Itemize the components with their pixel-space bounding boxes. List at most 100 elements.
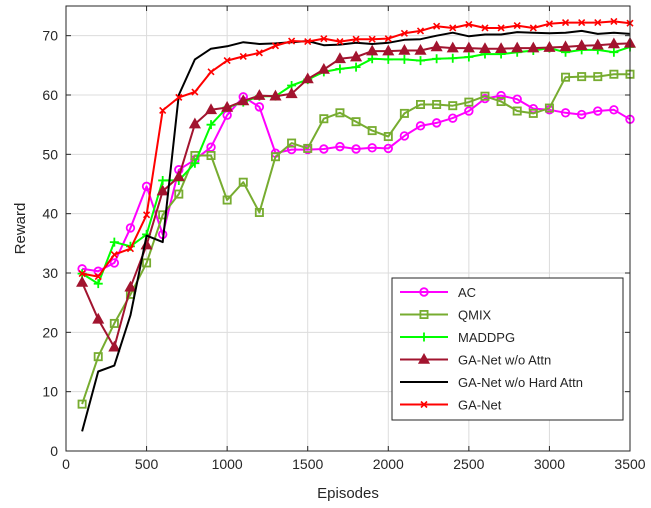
- data-point: [511, 41, 524, 53]
- data-point: [204, 103, 218, 115]
- data-point: [512, 106, 522, 116]
- data-point: [367, 126, 377, 136]
- data-point: [465, 20, 473, 28]
- legend-item: AC: [400, 285, 476, 300]
- data-point: [416, 56, 426, 66]
- data-point: [367, 54, 377, 64]
- data-point: [416, 27, 425, 35]
- data-point: [417, 352, 431, 364]
- data-point: [382, 44, 395, 56]
- legend-label: AC: [458, 285, 476, 300]
- x-tick-label: 3500: [614, 456, 645, 472]
- data-point: [416, 99, 426, 109]
- data-point: [593, 72, 603, 82]
- data-point: [446, 41, 459, 53]
- data-point: [464, 52, 474, 62]
- data-point: [576, 109, 587, 120]
- data-point: [350, 50, 363, 62]
- series-ga-net: [78, 17, 634, 281]
- data-point: [333, 52, 346, 64]
- data-point: [319, 144, 329, 154]
- data-point: [191, 88, 199, 96]
- x-tick-label: 500: [135, 456, 159, 472]
- legend-item: GA-Net: [400, 398, 502, 413]
- series-qmix: [77, 69, 635, 409]
- data-point: [383, 132, 393, 142]
- data-point: [419, 332, 429, 342]
- data-point: [609, 105, 619, 115]
- y-axis-label: Reward: [12, 203, 29, 255]
- x-tick-label: 1500: [292, 456, 323, 472]
- data-point: [432, 54, 442, 64]
- data-point: [351, 62, 361, 72]
- data-point: [304, 38, 312, 46]
- data-point: [432, 99, 442, 109]
- data-point: [610, 17, 618, 25]
- data-point: [158, 175, 168, 185]
- data-point: [561, 19, 570, 27]
- data-point: [384, 35, 392, 43]
- legend-label: GA-Net w/o Attn: [458, 353, 551, 368]
- series-line: [81, 94, 631, 273]
- data-point: [366, 44, 379, 56]
- data-point: [94, 272, 102, 281]
- data-point: [175, 93, 183, 101]
- y-tick-label: 10: [42, 384, 58, 400]
- data-point: [206, 120, 216, 130]
- y-tick-label: 30: [42, 265, 58, 281]
- data-point: [351, 117, 361, 127]
- legend-item: QMIX: [400, 308, 492, 323]
- data-point: [495, 42, 508, 54]
- legend-label: GA-Net: [458, 398, 502, 413]
- data-point: [287, 138, 297, 148]
- data-point: [420, 400, 428, 409]
- series-line: [81, 29, 631, 432]
- data-point: [271, 42, 280, 50]
- data-point: [335, 64, 345, 74]
- data-point: [575, 39, 588, 51]
- data-point: [77, 399, 87, 409]
- data-point: [591, 38, 604, 50]
- y-tick-label: 40: [42, 206, 58, 222]
- data-point: [93, 352, 103, 362]
- data-point: [399, 54, 409, 64]
- data-point: [448, 101, 458, 111]
- data-point: [320, 35, 328, 43]
- data-point: [125, 223, 136, 233]
- data-point: [109, 237, 119, 247]
- series-maddpg: [77, 42, 635, 289]
- y-tick-label: 70: [42, 28, 58, 44]
- data-point: [207, 68, 215, 76]
- data-point: [109, 318, 119, 328]
- data-point: [124, 280, 137, 292]
- data-point: [559, 40, 572, 52]
- y-tick-label: 60: [42, 87, 58, 103]
- data-point: [237, 94, 250, 106]
- data-point: [190, 158, 200, 168]
- data-point: [239, 52, 247, 60]
- data-point: [448, 113, 458, 123]
- data-point: [76, 275, 89, 287]
- data-point: [253, 89, 266, 100]
- legend-label: MADDPG: [458, 330, 515, 345]
- data-point: [174, 189, 184, 199]
- axis-ticks: 0 500 1000 1500 2000 2500 3000 3500 0 10 20 30 40 50 6…: [42, 6, 646, 472]
- data-point: [188, 117, 201, 129]
- data-point: [206, 142, 216, 152]
- data-point: [529, 24, 537, 32]
- data-point: [462, 41, 475, 53]
- data-point: [319, 114, 329, 124]
- data-point: [335, 141, 345, 152]
- legend-item: MADDPG: [400, 330, 515, 345]
- data-point: [560, 108, 571, 118]
- data-point: [383, 143, 393, 154]
- data-point: [317, 62, 330, 74]
- x-tick-label: 1000: [212, 456, 243, 472]
- data-point: [528, 108, 538, 118]
- data-point: [222, 195, 232, 205]
- data-point: [270, 152, 280, 162]
- data-point: [368, 35, 376, 43]
- data-point: [288, 37, 296, 45]
- x-tick-label: 2000: [373, 456, 404, 472]
